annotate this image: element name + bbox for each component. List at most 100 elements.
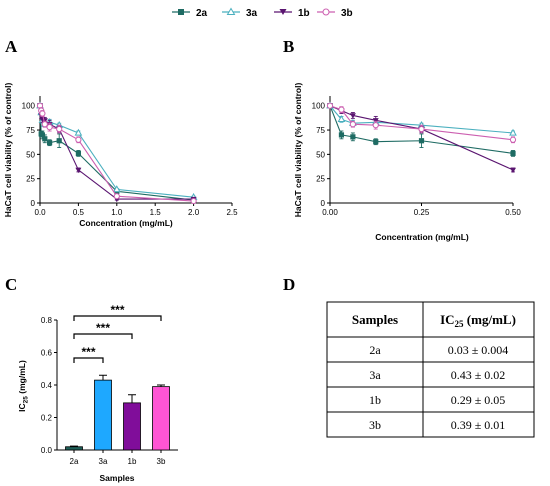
chart-c-bar-3a <box>94 379 112 451</box>
legend-item-1b: 1b <box>274 8 310 19</box>
ic25-table: Samples IC25 (mg/mL) 2a 0.03 ± 0.004 3a … <box>326 301 535 438</box>
chart-a-xtick-label: 2.0 <box>188 208 200 217</box>
chart-b-point-2a <box>418 138 425 144</box>
chart-c-significance-label: *** <box>110 303 124 317</box>
chart-c-ytick-label: 0.6 <box>41 349 53 358</box>
chart-b: Concentration (mg/mL) HaCaT cell viabili… <box>293 83 521 242</box>
chart-b-point-2a <box>350 134 356 140</box>
chart-b-point-2a <box>510 150 516 156</box>
chart-a-xtick-label: 0.5 <box>73 208 85 217</box>
chart-a-ylabel: HaCaT cell viability (% of control) <box>3 83 13 218</box>
chart-b-point-3b <box>338 106 345 113</box>
panel-label-a: A <box>5 37 18 56</box>
legend-marker-2a <box>178 9 184 15</box>
chart-a-point-3b <box>75 136 82 143</box>
chart-b-xtick-label: 0.00 <box>322 208 338 217</box>
panel-label-b: B <box>283 37 294 56</box>
chart-a-point-2a <box>75 150 81 156</box>
chart-a-series-3b <box>36 102 197 205</box>
chart-a-point-3b <box>190 197 197 205</box>
chart-a-line-1b <box>39 105 194 200</box>
chart-a-xlabel: Concentration (mg/mL) <box>79 218 173 228</box>
chart-a-point-2a <box>42 136 48 142</box>
chart-c: Samples IC25 (mg/mL) 0.0 0.2 0.4 0.6 0.8 2a 3a… <box>17 303 178 483</box>
chart-b-point-1b <box>510 167 516 174</box>
chart-a-point-3a <box>112 185 121 193</box>
chart-b-point-3b <box>418 125 425 133</box>
chart-c-bar-3b <box>152 386 170 451</box>
chart-b-point-3b <box>372 122 379 129</box>
chart-b-series-2a <box>327 103 516 157</box>
table-cell-value: 0.29 ± 0.05 <box>451 393 506 407</box>
chart-a-xtick-label: 0.0 <box>34 208 46 217</box>
chart-a: Concentration (mg/mL) HaCaT cell viabili… <box>3 83 238 228</box>
panel-label-d: D <box>283 275 295 294</box>
chart-c-xtick-label: 3a <box>99 457 108 466</box>
chart-b-point-3b <box>509 136 517 143</box>
chart-a-xtick-label: 2.5 <box>226 208 238 217</box>
legend-label-1b: 1b <box>298 8 310 19</box>
chart-c-significance-label: *** <box>96 321 110 335</box>
chart-b-ytick-label: 100 <box>312 102 326 111</box>
chart-a-point-2a <box>56 138 62 144</box>
chart-b-ytick-label: 75 <box>316 126 325 135</box>
chart-a-point-3a <box>74 128 83 136</box>
legend-label-3a: 3a <box>246 8 258 19</box>
chart-b-point-3b <box>326 102 334 109</box>
chart-a-point-3b <box>39 110 46 117</box>
chart-b-line-2a <box>329 105 514 154</box>
chart-c-significance-bracket <box>73 315 162 321</box>
chart-c-ytick-label: 0.0 <box>41 446 53 455</box>
chart-b-point-1b <box>349 113 356 119</box>
chart-c-xlabel: Samples <box>100 473 135 483</box>
chart-a-point-3b <box>46 124 53 131</box>
table-cell-value: 0.43 ± 0.02 <box>451 368 506 382</box>
table-cell-value: 0.03 ± 0.004 <box>448 343 509 357</box>
chart-c-xtick-label: 2a <box>70 457 79 466</box>
legend-marker-3a <box>226 7 236 15</box>
table-border <box>326 301 535 438</box>
chart-b-point-2a <box>338 132 345 138</box>
legend: 2a 3a 1b 3b <box>172 7 353 19</box>
chart-b-ytick-label: 25 <box>316 175 325 184</box>
table-cell-sample: 2a <box>369 343 381 357</box>
chart-c-xtick-label: 1b <box>128 457 137 466</box>
chart-b-point-3a <box>509 128 517 136</box>
chart-c-ytick-label: 0.2 <box>41 414 53 423</box>
chart-c-ytick-label: 0.8 <box>41 316 53 325</box>
chart-b-point-1b <box>372 118 379 124</box>
chart-b-xtick-label: 0.25 <box>414 208 430 217</box>
table-cell-value: 0.39 ± 0.01 <box>451 418 506 432</box>
legend-item-3a: 3a <box>222 7 258 19</box>
chart-a-point-1b <box>75 167 82 174</box>
panel-label-c: C <box>5 275 17 294</box>
chart-c-significance-label: *** <box>81 345 95 359</box>
chart-b-ytick-label: 0 <box>321 199 326 208</box>
table-header-ic25: IC25 (mg/mL) <box>440 312 516 329</box>
table-cell-sample: 3b <box>369 418 381 432</box>
chart-c-ylabel: IC25 (mg/mL) <box>17 360 30 412</box>
chart-b-ytick-label: 50 <box>316 150 325 159</box>
chart-b-point-3a <box>337 115 346 123</box>
table-header-samples: Samples <box>352 312 398 327</box>
chart-a-ytick-label: 50 <box>26 150 35 159</box>
chart-a-point-2a <box>39 132 45 138</box>
chart-c-significance-bracket <box>73 357 104 363</box>
chart-c-xtick-label: 3b <box>157 457 166 466</box>
chart-c-ytick-label: 0.4 <box>41 381 53 390</box>
legend-item-3b: 3b <box>317 8 353 19</box>
chart-c-significance-bracket <box>73 333 133 339</box>
chart-a-ytick-label: 75 <box>26 126 35 135</box>
chart-b-series-3b <box>326 102 517 144</box>
chart-b-point-2a <box>373 139 379 145</box>
legend-label-2a: 2a <box>196 8 208 19</box>
chart-b-line-3a <box>329 105 514 134</box>
chart-b-xlabel: Concentration (mg/mL) <box>375 232 469 242</box>
chart-a-ytick-label: 0 <box>31 199 36 208</box>
table-cell-sample: 3a <box>369 368 381 382</box>
chart-a-point-3b <box>41 121 48 128</box>
chart-a-point-2a <box>47 140 53 146</box>
chart-c-bar-2a <box>65 446 83 451</box>
legend-item-2a: 2a <box>172 8 208 19</box>
